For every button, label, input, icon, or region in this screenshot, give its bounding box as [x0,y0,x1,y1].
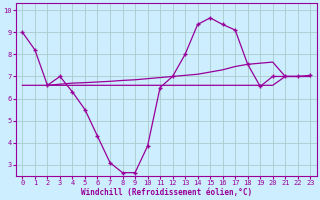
X-axis label: Windchill (Refroidissement éolien,°C): Windchill (Refroidissement éolien,°C) [81,188,252,197]
